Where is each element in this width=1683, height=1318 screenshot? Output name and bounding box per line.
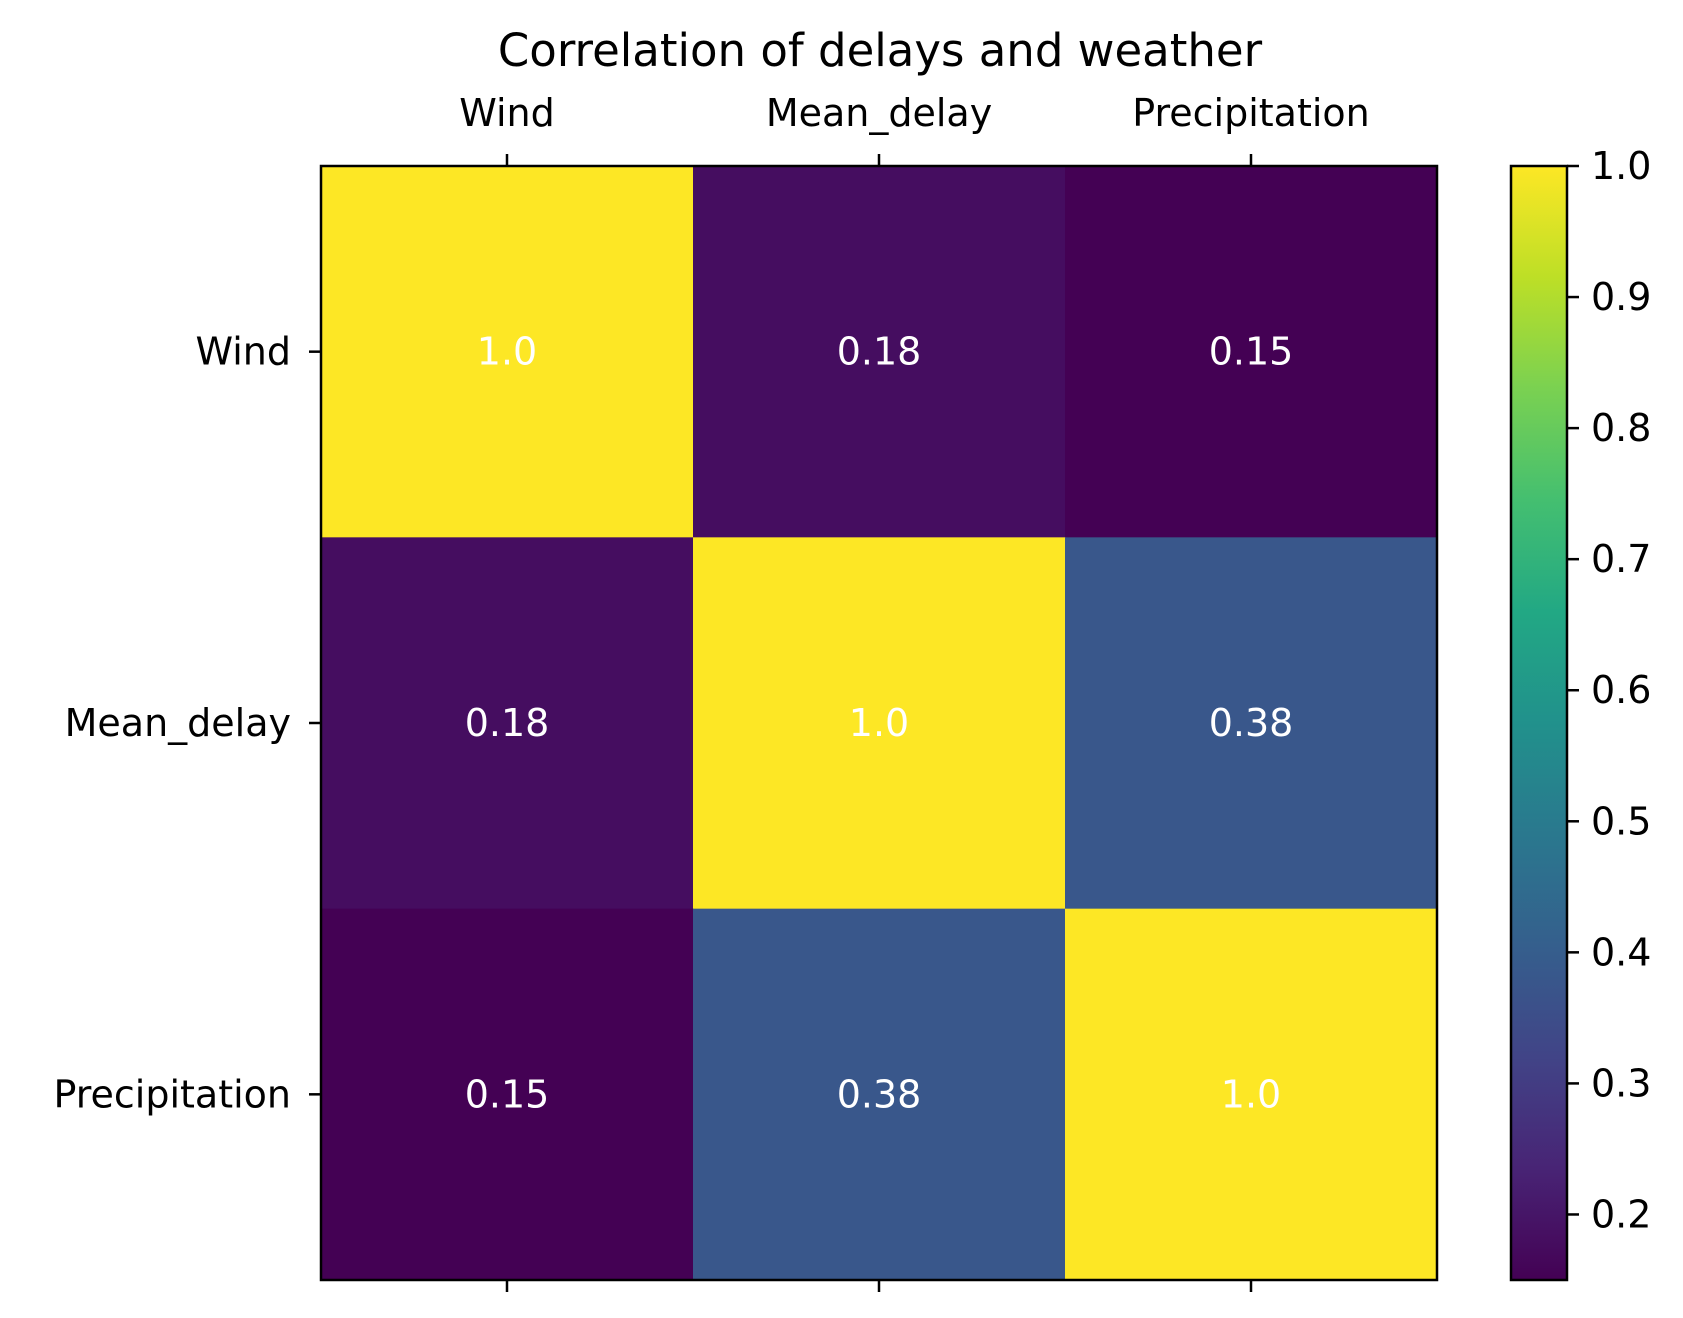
- colorbar-ticks: 0.2 0.3 0.4 0.5 0.6 0.7 0.8 0.9 1.0: [1567, 144, 1651, 1236]
- colorbar: [1509, 164, 1569, 1282]
- heatmap-cell: [693, 166, 1066, 538]
- colorbar-tick-label: 0.3: [1591, 1061, 1651, 1105]
- chart-title: Correlation of delays and weather: [498, 24, 1263, 77]
- cell-value-label: 1.0: [849, 701, 909, 745]
- heatmap-cell: [1065, 166, 1438, 538]
- colorbar-tick-label: 0.6: [1591, 668, 1651, 712]
- colorbar-tick-label: 0.2: [1591, 1192, 1651, 1236]
- heatmap-cell: [321, 166, 694, 538]
- cell-value-label: 0.18: [837, 330, 922, 374]
- heatmap-cell: [1065, 537, 1438, 910]
- heatmap-cell: [1065, 908, 1438, 1281]
- y-axis-ticks: Wind Mean_delay Precipitation: [53, 330, 321, 1116]
- y-tick-label: Mean_delay: [65, 701, 291, 745]
- cell-value-label: 0.18: [465, 701, 550, 745]
- heatmap-cell: [693, 908, 1066, 1281]
- heatmap-cell: [321, 908, 694, 1281]
- cell-value-label: 0.38: [837, 1072, 922, 1116]
- cell-value-label: 0.15: [465, 1072, 550, 1116]
- colorbar-tick-label: 0.7: [1591, 537, 1651, 581]
- heatmap-cell: [693, 537, 1066, 910]
- colorbar-tick-label: 1.0: [1591, 144, 1651, 188]
- y-tick-label: Wind: [195, 330, 291, 374]
- colorbar-tick-label: 0.8: [1591, 406, 1651, 450]
- cell-value-label: 0.15: [1209, 330, 1294, 374]
- heatmap-cell: [321, 537, 694, 910]
- colorbar-tick-label: 0.5: [1591, 799, 1651, 843]
- cell-value-label: 0.38: [1209, 701, 1294, 745]
- cell-value-label: 1.0: [477, 330, 537, 374]
- y-tick-label: Precipitation: [53, 1072, 291, 1116]
- colorbar-tick-label: 0.9: [1591, 275, 1651, 319]
- heatmap-cell-labels: 1.0 0.18 0.15 0.18 1.0 0.38 0.15 0.38 1.0: [465, 330, 1294, 1117]
- colorbar-tick-label: 0.4: [1591, 930, 1651, 974]
- x-axis-ticks: Wind Mean_delay Precipitation: [459, 91, 1370, 1292]
- heatmap-cells: [321, 166, 1438, 1281]
- x-tick-label: Wind: [459, 91, 555, 135]
- x-tick-label: Mean_delay: [766, 91, 992, 135]
- x-tick-label: Precipitation: [1132, 91, 1370, 135]
- cell-value-label: 1.0: [1221, 1072, 1281, 1116]
